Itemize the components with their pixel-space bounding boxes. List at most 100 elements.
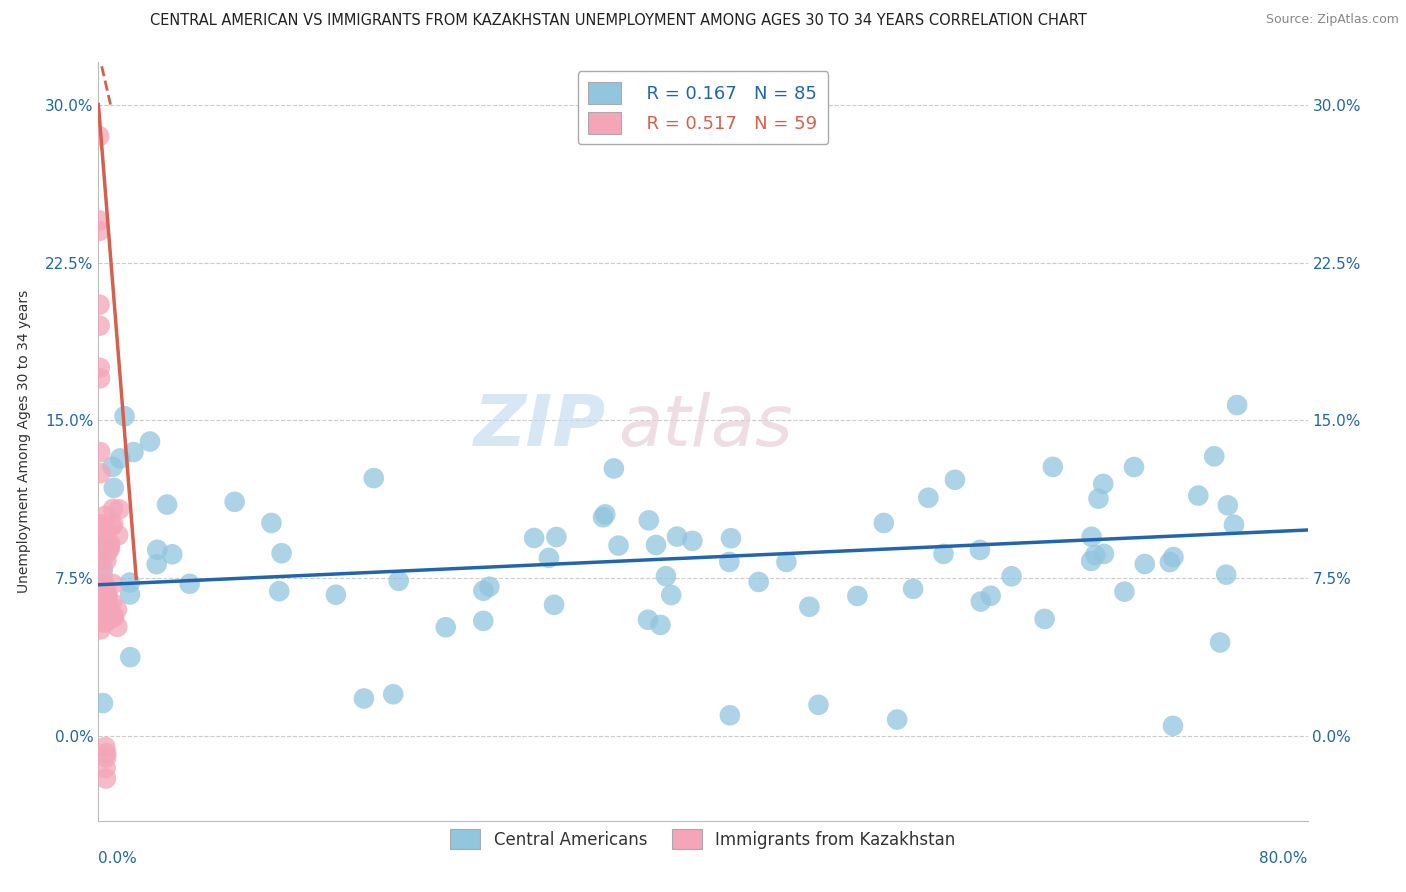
Point [886, 713, 908, 727]
Point [103, 481, 125, 495]
Point [90, 517, 112, 532]
Point [90, 623, 112, 637]
Point [90, 601, 112, 615]
Point [472, 614, 495, 628]
Point [96, 581, 118, 595]
Text: 0.0%: 0.0% [98, 851, 138, 866]
Point [118, 587, 141, 601]
Point [93, 577, 115, 591]
Point [103, 608, 125, 623]
Point [93, 599, 115, 614]
Point [91, 518, 114, 533]
Point [1114, 584, 1136, 599]
Point [91, 580, 114, 594]
Point [718, 555, 741, 569]
Point [96, 589, 118, 603]
Point [1215, 567, 1237, 582]
Point [1161, 719, 1184, 733]
Point [775, 555, 797, 569]
Point [382, 687, 405, 701]
Point [101, 577, 124, 591]
Point [603, 461, 626, 475]
Text: CENTRAL AMERICAN VS IMMIGRANTS FROM KAZAKHSTAN UNEMPLOYMENT AMONG AGES 30 TO 34 : CENTRAL AMERICAN VS IMMIGRANTS FROM KAZA… [150, 13, 1087, 29]
Point [89, 318, 111, 333]
Point [1204, 450, 1226, 464]
Point [89, 224, 111, 238]
Point [478, 580, 501, 594]
Point [637, 513, 659, 527]
Point [593, 508, 616, 522]
Point [607, 539, 630, 553]
Point [91, 562, 114, 576]
Point [543, 598, 565, 612]
Point [105, 620, 128, 634]
Point [1159, 555, 1181, 569]
Point [1000, 569, 1022, 583]
Point [650, 618, 672, 632]
Point [89, 371, 111, 385]
Point [1084, 548, 1107, 562]
Point [96, 545, 118, 559]
Point [523, 531, 546, 545]
Point [932, 547, 955, 561]
Point [645, 538, 668, 552]
Point [90, 590, 112, 604]
Point [270, 546, 292, 560]
Text: Source: ZipAtlas.com: Source: ZipAtlas.com [1265, 13, 1399, 27]
Point [156, 498, 179, 512]
Point [96, 606, 118, 620]
Point [807, 698, 830, 712]
Point [94, 615, 117, 630]
Point [537, 550, 560, 565]
Point [97, 612, 120, 626]
Point [91, 615, 114, 629]
Point [1163, 549, 1185, 564]
Point [108, 451, 131, 466]
Point [98, 537, 121, 551]
Point [592, 510, 614, 524]
Point [90, 599, 112, 613]
Point [434, 620, 457, 634]
Point [260, 516, 283, 530]
Point [1216, 499, 1239, 513]
Point [101, 501, 124, 516]
Point [139, 434, 162, 449]
Point [269, 584, 291, 599]
Point [101, 517, 124, 532]
Point [637, 613, 659, 627]
Text: ZIP: ZIP [474, 392, 606, 461]
Point [101, 459, 124, 474]
Point [91, 569, 114, 583]
Point [748, 574, 770, 589]
Point [353, 691, 375, 706]
Point [162, 547, 184, 561]
Point [91, 605, 114, 619]
Point [101, 596, 124, 610]
Point [89, 521, 111, 535]
Point [659, 588, 682, 602]
Point [96, 746, 118, 760]
Point [90, 613, 112, 627]
Point [720, 531, 742, 545]
Point [325, 588, 347, 602]
Point [969, 542, 991, 557]
Point [91, 696, 114, 710]
Point [980, 589, 1002, 603]
Point [179, 577, 201, 591]
Point [145, 558, 167, 572]
Point [970, 594, 993, 608]
Point [224, 495, 246, 509]
Point [1223, 517, 1246, 532]
Point [94, 739, 117, 754]
Point [93, 536, 115, 550]
Point [118, 575, 141, 590]
Text: 80.0%: 80.0% [1260, 851, 1308, 866]
Point [98, 541, 121, 556]
Point [1209, 635, 1232, 649]
Point [89, 360, 111, 375]
Point [90, 553, 112, 567]
Point [89, 445, 111, 459]
Point [100, 519, 122, 533]
Point [89, 213, 111, 227]
Point [873, 516, 896, 530]
